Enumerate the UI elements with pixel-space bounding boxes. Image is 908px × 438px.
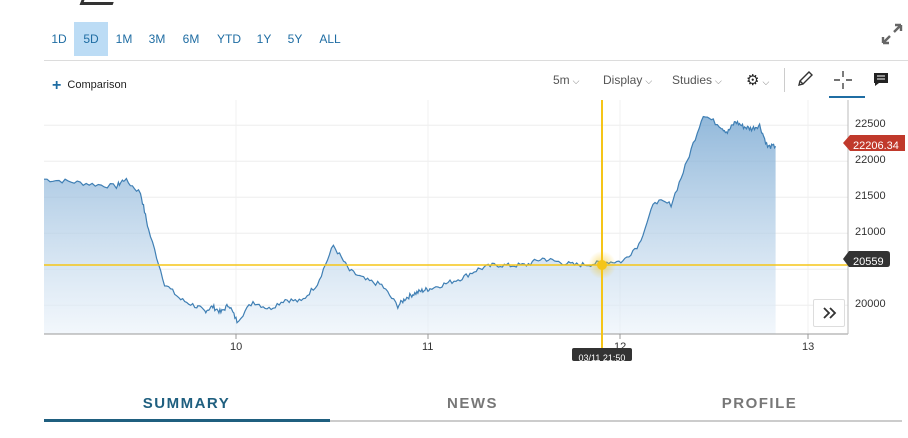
settings-dropdown[interactable]: ⚙ ⌵ bbox=[746, 71, 769, 89]
crosshair-time: 03/11 21:50 bbox=[578, 353, 626, 363]
y-tick-label: 21000 bbox=[855, 226, 886, 239]
chevron-down-icon: ⌵ bbox=[762, 77, 770, 87]
chevron-down-icon: ⌵ bbox=[715, 76, 722, 86]
pencil-icon[interactable] bbox=[796, 70, 814, 88]
tab-baseline bbox=[330, 420, 902, 422]
range-tab-1d[interactable]: 1D bbox=[51, 32, 67, 46]
comparison-button[interactable]: + Comparison bbox=[52, 77, 127, 95]
studies-label: Studies bbox=[672, 73, 713, 87]
y-tick-label: 22000 bbox=[855, 154, 886, 167]
interval-label: 5m bbox=[553, 73, 570, 87]
crosshair-time-tag: 03/11 21:50 bbox=[572, 348, 632, 363]
double-chevron-right-icon bbox=[823, 307, 837, 319]
range-tab-5y[interactable]: 5Y bbox=[287, 32, 303, 46]
scroll-right-button[interactable] bbox=[813, 299, 845, 327]
last-price-value: 22206.34 bbox=[853, 140, 899, 152]
range-tab-ytd[interactable]: YTD bbox=[217, 32, 241, 46]
range-tab-1m[interactable]: 1M bbox=[115, 32, 133, 46]
y-tick-label: 20000 bbox=[855, 298, 886, 311]
crosshair-dot bbox=[597, 259, 607, 270]
last-price-tag: 22206.34 bbox=[843, 135, 905, 152]
divider bbox=[44, 60, 908, 61]
comparison-label: Comparison bbox=[67, 79, 127, 91]
crosshair-value: 20559 bbox=[853, 256, 884, 268]
toolbar-separator bbox=[784, 68, 785, 92]
comment-icon[interactable] bbox=[873, 72, 889, 88]
range-tab-1y[interactable]: 1Y bbox=[256, 32, 272, 46]
price-line bbox=[44, 115, 777, 324]
x-tick-label: 10 bbox=[230, 341, 243, 353]
gear-icon: ⚙ bbox=[746, 72, 760, 89]
tab-profile[interactable]: PROFILE bbox=[721, 395, 798, 412]
range-tab-3m[interactable]: 3M bbox=[148, 32, 166, 46]
tab-summary[interactable]: SUMMARY bbox=[142, 395, 231, 412]
tab-news[interactable]: NEWS bbox=[447, 395, 498, 412]
range-tab-6m[interactable]: 6M bbox=[182, 32, 200, 46]
chevron-down-icon: ⌵ bbox=[572, 76, 580, 86]
tab-active-underline bbox=[44, 419, 330, 422]
studies-dropdown[interactable]: Studies ⌵ bbox=[672, 73, 722, 87]
y-tick-label: 21500 bbox=[855, 190, 886, 203]
y-tick-label: 22500 bbox=[855, 118, 886, 131]
expand-arrows-icon[interactable] bbox=[880, 22, 904, 46]
display-dropdown[interactable]: Display ⌵ bbox=[603, 73, 652, 87]
crosshair-value-tag: 20559 bbox=[843, 251, 890, 268]
range-tab-all[interactable]: ALL bbox=[319, 32, 341, 46]
display-label: Display bbox=[603, 73, 643, 87]
x-tick-label: 13 bbox=[802, 341, 815, 353]
crosshair-icon[interactable] bbox=[833, 70, 853, 90]
x-tick-label: 11 bbox=[422, 341, 434, 353]
price-area bbox=[44, 116, 776, 334]
crosshair-active-indicator bbox=[829, 96, 865, 98]
x-axis-ticks bbox=[235, 334, 809, 339]
chevron-down-icon: ⌵ bbox=[645, 76, 653, 86]
interval-dropdown[interactable]: 5m ⌵ bbox=[553, 73, 580, 87]
range-tab-5d[interactable]: 5D bbox=[74, 22, 108, 56]
plus-icon: + bbox=[52, 77, 62, 94]
